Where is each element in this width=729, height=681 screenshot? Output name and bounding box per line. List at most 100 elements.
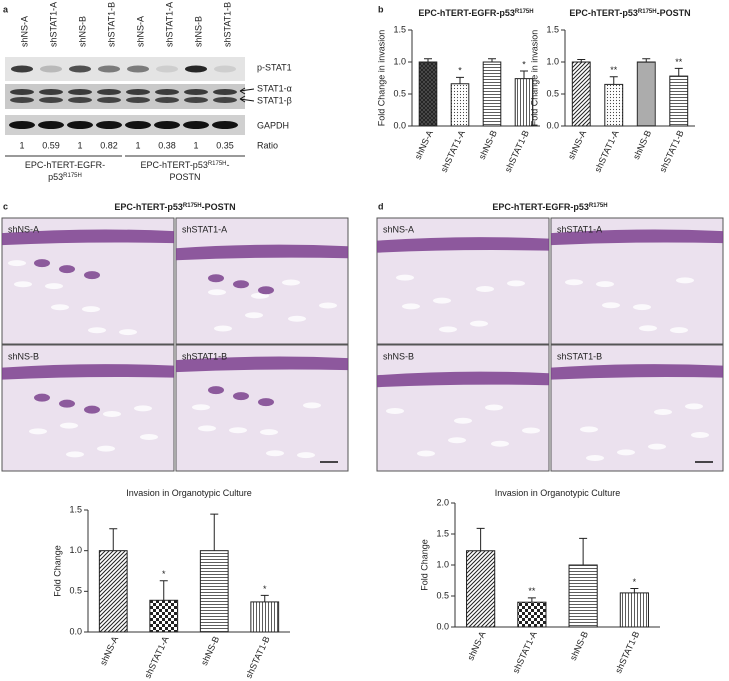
group-label: POSTN <box>169 172 200 182</box>
group-label-part: EPC-hTERT-p53 <box>140 160 207 170</box>
ratio-value: 0.59 <box>42 140 60 150</box>
invasion <box>258 286 274 295</box>
band <box>156 65 178 73</box>
image-label: shSTAT1-B <box>557 351 602 361</box>
chart-title: Invasion in Organotypic Culture <box>126 488 252 498</box>
x-tick-label: shNS-A <box>566 129 588 161</box>
band <box>154 121 180 129</box>
blot-stat1 <box>5 84 245 109</box>
band <box>40 65 62 73</box>
epithelium <box>2 364 174 380</box>
stroma <box>617 449 635 456</box>
stroma <box>676 277 694 284</box>
stroma <box>214 325 232 332</box>
panel-label: a <box>3 4 9 14</box>
stroma <box>485 404 503 411</box>
ratio-value: 0.82 <box>100 140 118 150</box>
band <box>68 89 92 95</box>
panel-title-part: R175H <box>183 203 202 209</box>
epithelium <box>176 356 348 373</box>
panel-title: EPC-hTERT-p53R175H-POSTN <box>114 202 235 212</box>
lane-label: shNS-A <box>19 16 29 47</box>
invasion <box>34 259 50 268</box>
stroma <box>580 426 598 433</box>
bar <box>604 83 624 127</box>
x-tick-label: shNS-B <box>568 630 590 662</box>
stroma <box>602 302 620 309</box>
image-label: shNS-A <box>8 224 39 234</box>
x-tick-label: shNS-B <box>199 635 221 667</box>
band <box>67 121 93 129</box>
stroma <box>8 260 26 267</box>
band <box>68 97 92 103</box>
x-tick-label: shNS-B <box>631 129 653 161</box>
stroma <box>476 286 494 293</box>
band <box>11 65 33 73</box>
tissue <box>376 344 550 472</box>
stroma <box>119 329 137 336</box>
invasion <box>59 265 75 274</box>
stroma <box>685 403 703 410</box>
ratio-value: 1 <box>77 140 82 150</box>
stroma <box>303 402 321 409</box>
x-tick-label: shNS-B <box>477 129 499 161</box>
x-tick-label: shNS-A <box>98 635 120 667</box>
stroma <box>319 302 337 309</box>
ratio-value: 1 <box>135 140 140 150</box>
lane-label: shSTAT1-A <box>48 2 58 47</box>
stroma <box>417 450 435 457</box>
stroma <box>208 289 226 296</box>
band <box>39 97 63 103</box>
y-tick-label: 0.5 <box>393 88 406 98</box>
lane-label: shNS-B <box>193 16 203 47</box>
band-label: p-STAT1 <box>257 62 292 72</box>
x-tick-label: shSTAT1-B <box>503 129 531 174</box>
stroma <box>491 440 509 447</box>
ratio-value: 0.38 <box>158 140 176 150</box>
image-label: shSTAT1-A <box>182 224 227 234</box>
panel-label: c <box>3 201 8 211</box>
stroma <box>454 417 472 424</box>
y-tick-label: 1.5 <box>69 504 82 514</box>
error-bar <box>488 58 496 62</box>
stroma <box>297 452 315 459</box>
band <box>127 65 149 73</box>
x-tick-label: shNS-A <box>413 129 435 161</box>
stroma <box>14 281 32 288</box>
group-label: EPC-hTERT-EGFR- <box>25 160 105 170</box>
significance: * <box>162 569 166 579</box>
band <box>183 121 209 129</box>
band <box>10 97 34 103</box>
y-tick-label: 1.5 <box>393 24 406 34</box>
band <box>184 97 208 103</box>
stroma <box>251 292 269 299</box>
chart-title-part: Invasion in Organotypic Culture <box>126 488 252 498</box>
lane-label: shSTAT1-B <box>222 2 232 47</box>
stroma <box>97 445 115 452</box>
bar <box>98 550 128 633</box>
significance: * <box>633 577 637 587</box>
bar <box>482 61 502 127</box>
bar <box>571 61 591 127</box>
stroma <box>633 304 651 311</box>
band <box>214 65 236 73</box>
chart-title-part: R175H <box>638 9 657 15</box>
ratio-label: Ratio <box>257 140 278 150</box>
band <box>38 121 64 129</box>
group-label-part: EPC-hTERT-EGFR- <box>25 160 105 170</box>
panel-title-part: R175H <box>589 203 608 209</box>
stroma <box>29 428 47 435</box>
chart-title-part: EPC-hTERT-p53 <box>569 8 638 18</box>
y-tick-label: 1.5 <box>436 528 449 538</box>
error-bar <box>579 537 588 565</box>
bar <box>619 592 649 628</box>
stroma <box>596 281 614 288</box>
stroma <box>448 437 466 444</box>
error-bar <box>109 528 118 551</box>
bar <box>517 601 547 628</box>
chart-title-part: Invasion in Organotypic Culture <box>495 488 621 498</box>
epithelium <box>377 237 549 253</box>
band-label: STAT1-α <box>257 83 292 93</box>
